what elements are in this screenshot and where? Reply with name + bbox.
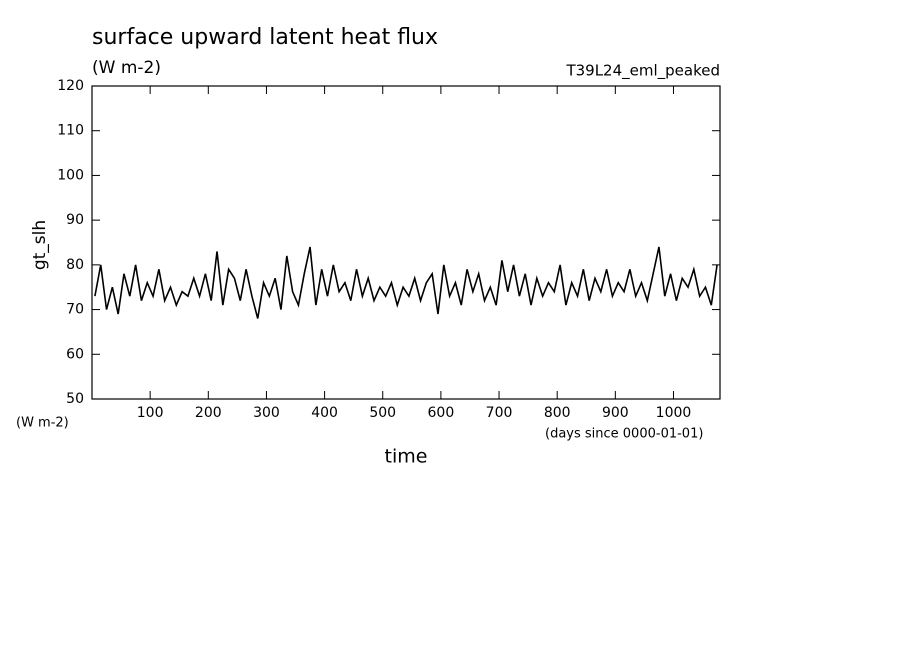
y-tick-label: 120 [57,78,84,94]
x-tick-label: 200 [195,405,222,421]
x-tick-label: 600 [428,405,455,421]
x-tick-label: 400 [311,405,338,421]
x-axis-unit: (days since 0000-01-01) [545,427,703,442]
y-tick-label: 60 [66,346,84,362]
x-tick-label: 100 [137,405,164,421]
chart-subtitle: (W m-2) [92,58,161,78]
y-tick-label: 70 [66,302,84,318]
y-tick-label: 50 [66,391,84,407]
x-tick-label: 800 [544,405,571,421]
x-tick-label: 500 [369,405,396,421]
y-axis-label: gt_slh [30,220,50,270]
y-tick-label: 110 [57,123,84,139]
chart-title: surface upward latent heat flux [92,25,438,50]
data-line [94,246,718,319]
x-tick-label: 1000 [656,405,692,421]
run-label: T39L24_eml_peaked [565,62,720,81]
y-tick-label: 80 [66,257,84,273]
x-tick-label: 300 [253,405,280,421]
x-axis-label: time [385,446,428,468]
y-axis-unit: (W m-2) [16,416,69,431]
x-tick-label: 700 [486,405,513,421]
x-tick-label: 900 [602,405,629,421]
y-tick-label: 100 [57,167,84,183]
y-tick-label: 90 [66,212,84,228]
plot-frame [91,85,721,400]
